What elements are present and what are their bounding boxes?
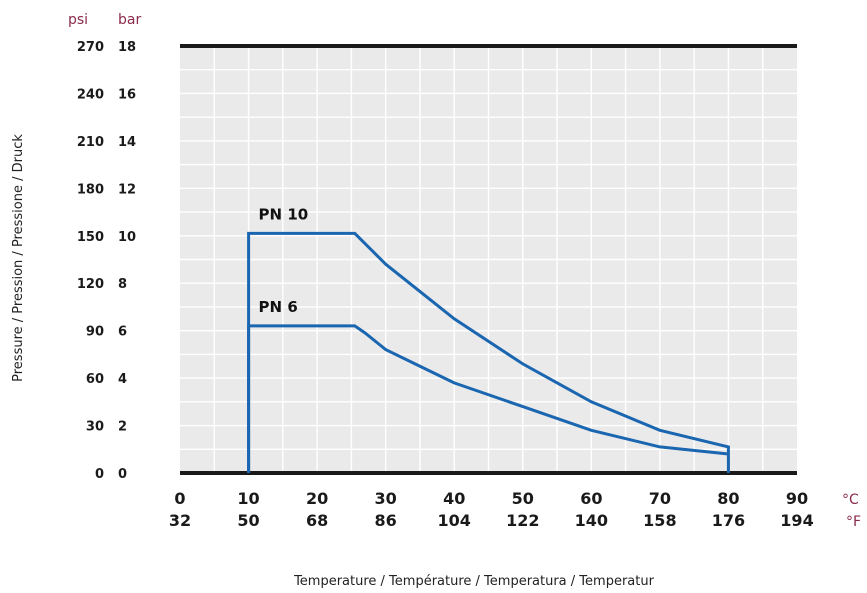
y-axis-label: Pressure / Pression / Pressione / Druck <box>11 134 26 382</box>
series-label: PN 6 <box>259 298 298 316</box>
y-tick-label-psi: 120 <box>77 277 104 292</box>
x-tick-label-celsius: 90 <box>786 489 808 508</box>
y-unit-primary: psi <box>68 12 88 28</box>
x-tick-label-celsius: 30 <box>375 489 397 508</box>
y-tick-label-bar: 8 <box>118 277 127 292</box>
y-tick-label-bar: 2 <box>118 420 127 435</box>
x-tick-label-celsius: 50 <box>512 489 534 508</box>
y-tick-label-bar: 14 <box>118 135 136 150</box>
x-tick-label-fahrenheit: 122 <box>506 511 539 530</box>
y-tick-label-bar: 4 <box>118 372 127 387</box>
x-tick-label-fahrenheit: 158 <box>643 511 676 530</box>
y-tick-label-psi: 270 <box>77 40 104 55</box>
y-tick-label-psi: 0 <box>95 467 104 482</box>
series-group: PN 10 PN 6 <box>247 205 730 473</box>
y-tick-label-bar: 16 <box>118 87 136 102</box>
x-tick-label-celsius: 40 <box>443 489 465 508</box>
y-tick-label-psi: 210 <box>77 135 104 150</box>
y-tick-label-psi: 30 <box>86 420 104 435</box>
x-tick-label-fahrenheit: 176 <box>712 511 745 530</box>
series-line-pn-10 <box>247 231 730 473</box>
x-tick-label-fahrenheit: 194 <box>780 511 813 530</box>
x-tick-label-celsius: 60 <box>580 489 602 508</box>
x-tick-label-fahrenheit: 68 <box>306 511 328 530</box>
x-tick-label-fahrenheit: 32 <box>169 511 191 530</box>
x-tick-label-celsius: 0 <box>174 489 185 508</box>
y-tick-label-bar: 6 <box>118 325 127 340</box>
x-tick-label-fahrenheit: 140 <box>575 511 608 530</box>
x-unit-secondary: °F <box>846 514 861 530</box>
x-tick-label-celsius: 80 <box>717 489 739 508</box>
y-tick-label-psi: 240 <box>77 87 104 102</box>
y-tick-label-bar: 0 <box>118 467 127 482</box>
y-tick-label-bar: 10 <box>118 230 136 245</box>
x-tick-label-fahrenheit: 104 <box>438 511 471 530</box>
y-unit-secondary: bar <box>118 12 141 28</box>
x-unit-primary: °C <box>842 492 859 508</box>
y-tick-label-bar: 18 <box>118 40 136 55</box>
y-tick-label-psi: 60 <box>86 372 104 387</box>
y-tick-label-psi: 150 <box>77 230 104 245</box>
grid <box>180 46 797 473</box>
x-tick-label-celsius: 70 <box>649 489 671 508</box>
y-tick-label-psi: 180 <box>77 182 104 197</box>
x-tick-label-celsius: 20 <box>306 489 328 508</box>
x-tick-label-fahrenheit: 86 <box>375 511 397 530</box>
x-axis-label: Temperature / Température / Temperatura … <box>293 574 655 589</box>
y-tick-label-bar: 12 <box>118 182 136 197</box>
x-tick-label-celsius: 10 <box>237 489 259 508</box>
series-line-pn-6 <box>247 324 729 473</box>
series-label: PN 10 <box>259 205 309 223</box>
y-tick-label-psi: 90 <box>86 325 104 340</box>
y-ticks: 0 0 30 2 60 4 90 6 120 8 150 10 180 12 210 14 240 16 270 18 <box>77 40 136 482</box>
x-tick-label-fahrenheit: 50 <box>237 511 259 530</box>
x-ticks: 0 32 10 50 20 68 30 86 40 104 50 122 60 140 70 158 80 176… <box>169 489 814 530</box>
